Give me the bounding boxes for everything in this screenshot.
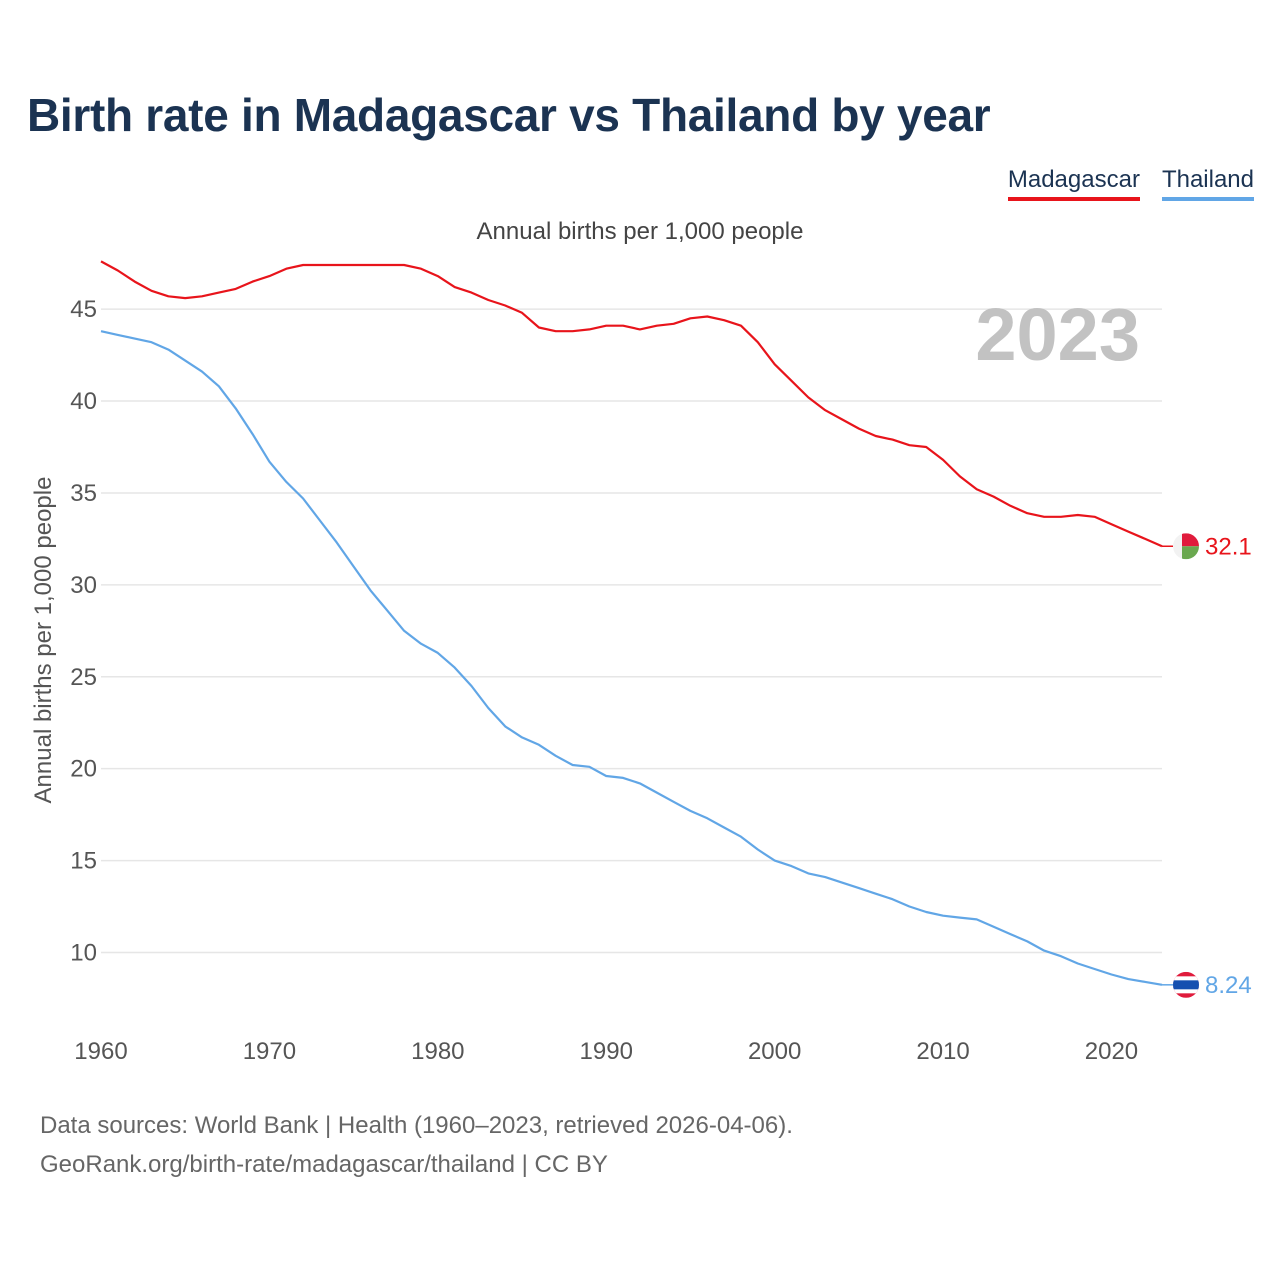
- series-line-thailand: [100, 330, 1163, 986]
- y-tick-label: 40: [70, 388, 97, 415]
- x-tick-label: 2010: [916, 1038, 969, 1065]
- legend-item-madagascar[interactable]: Madagascar: [1007, 166, 1140, 201]
- thailand-flag-icon: [1173, 971, 1199, 998]
- x-tick-label: 1980: [411, 1038, 464, 1065]
- x-tick-label: 2020: [1085, 1038, 1138, 1065]
- x-tick-labels: 1960 1970 1980 1990 2000 2010 2020: [74, 1038, 1138, 1065]
- year-watermark: 2023: [975, 293, 1140, 376]
- madagascar-end-value: 32.1: [1205, 533, 1252, 560]
- footer-sources: Data sources: World Bank | Health (1960–…: [40, 1112, 793, 1139]
- chart-title: Birth rate in Madagascar vs Thailand by …: [27, 89, 991, 141]
- y-tick-label: 30: [70, 572, 97, 599]
- madagascar-flag-icon: [1173, 533, 1199, 560]
- y-tick-label: 45: [70, 296, 97, 323]
- x-tick-label: 1960: [74, 1038, 127, 1065]
- y-axis-label: Annual births per 1,000 people: [30, 477, 57, 804]
- x-tick-label: 2000: [748, 1038, 801, 1065]
- gridlines: [101, 308, 1162, 954]
- chart-subtitle: Annual births per 1,000 people: [476, 218, 804, 245]
- y-tick-label: 35: [70, 480, 97, 507]
- x-tick-label: 1990: [580, 1038, 633, 1065]
- footer-url: GeoRank.org/birth-rate/madagascar/thaila…: [40, 1151, 608, 1178]
- y-tick-label: 10: [70, 939, 97, 966]
- footer: Data sources: World Bank | Health (1960–…: [40, 1106, 793, 1184]
- series-line-madagascar: [100, 260, 1163, 548]
- thailand-end-value: 8.24: [1205, 972, 1252, 999]
- y-tick-label: 25: [70, 664, 97, 691]
- x-tick-label: 1970: [243, 1038, 296, 1065]
- y-tick-label: 20: [70, 756, 97, 783]
- y-tick-labels: 10 15 20 25 30 35 40 45: [70, 296, 97, 966]
- y-tick-label: 15: [70, 848, 97, 875]
- series-lines: [100, 260, 1173, 986]
- legend: Madagascar Thailand: [1007, 166, 1254, 201]
- legend-item-thailand[interactable]: Thailand: [1161, 166, 1254, 201]
